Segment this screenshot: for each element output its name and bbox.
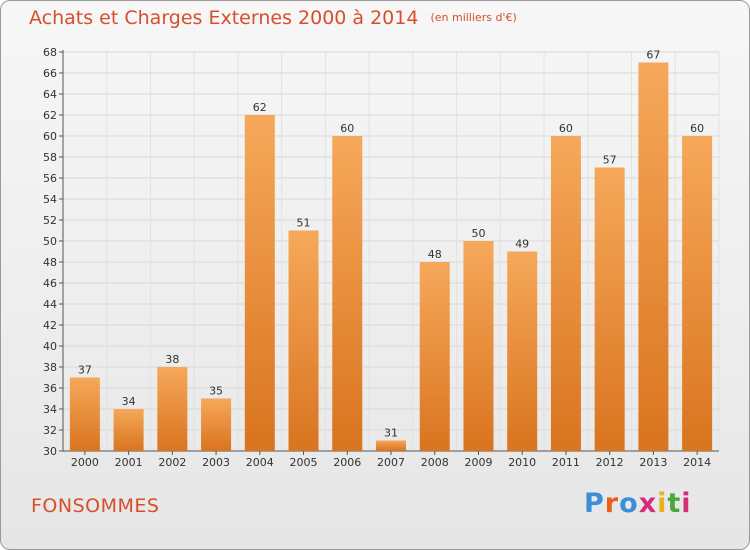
x-tick-label: 2003 <box>202 456 230 469</box>
x-tick-label: 2008 <box>421 456 449 469</box>
y-tick-label: 58 <box>43 151 57 164</box>
proxiti-logo[interactable]: Proxiti <box>584 488 692 519</box>
data-label-2000: 37 <box>78 364 92 377</box>
y-tick-label: 46 <box>43 277 57 290</box>
x-tick-label: 2004 <box>246 456 274 469</box>
data-label-2006: 60 <box>340 122 354 135</box>
y-tick-label: 68 <box>43 46 57 59</box>
chart-title: Achats et Charges Externes 2000 à 2014 (e… <box>29 7 517 29</box>
bar-2000 <box>69 377 100 451</box>
y-tick-label: 60 <box>43 130 57 143</box>
data-label-2014: 60 <box>690 122 704 135</box>
x-tick-label: 2011 <box>552 456 580 469</box>
bar-2001 <box>113 409 144 451</box>
bar-2004 <box>244 115 275 451</box>
x-tick-label: 2009 <box>464 456 492 469</box>
x-tick-label: 2002 <box>158 456 186 469</box>
data-label-2004: 62 <box>253 101 267 114</box>
x-tick-label: 2001 <box>115 456 143 469</box>
data-label-2012: 57 <box>603 154 617 167</box>
y-tick-label: 62 <box>43 109 57 122</box>
bar-2007 <box>376 440 406 451</box>
logo-letter: P <box>584 488 605 519</box>
y-tick-label: 64 <box>43 88 57 101</box>
x-tick-label: 2010 <box>508 456 536 469</box>
y-tick-label: 54 <box>43 193 57 206</box>
y-tick-label: 50 <box>43 235 57 248</box>
bar-2010 <box>507 251 538 451</box>
bar-2013 <box>638 62 669 451</box>
logo-letter: i <box>681 488 692 519</box>
bar-2003 <box>201 398 232 451</box>
data-label-2011: 60 <box>559 122 573 135</box>
title-text: Achats et Charges Externes 2000 à 2014 <box>29 7 419 29</box>
bar-2002 <box>157 367 188 451</box>
bar-2011 <box>550 136 581 451</box>
data-label-2008: 48 <box>428 248 442 261</box>
logo-letter: o <box>619 488 639 519</box>
y-tick-label: 48 <box>43 256 57 269</box>
x-tick-label: 2007 <box>377 456 405 469</box>
y-tick-label: 32 <box>43 424 57 437</box>
x-tick-label: 2012 <box>596 456 624 469</box>
bar-2012 <box>594 167 625 451</box>
bars <box>69 62 713 451</box>
bar-2006 <box>332 136 363 451</box>
y-tick-label: 44 <box>43 298 57 311</box>
bar-2014 <box>682 136 713 451</box>
y-tick-label: 38 <box>43 361 57 374</box>
y-tick-label: 42 <box>43 319 57 332</box>
logo-letter: r <box>604 488 620 519</box>
y-tick-label: 52 <box>43 214 57 227</box>
x-tick-label: 2013 <box>639 456 667 469</box>
y-tick-label: 40 <box>43 340 57 353</box>
y-tick-label: 66 <box>43 67 57 80</box>
logo-letter: x <box>638 488 658 519</box>
data-label-2002: 38 <box>165 353 179 366</box>
logo-letter: i <box>657 488 668 519</box>
x-tick-label: 2006 <box>333 456 361 469</box>
data-label-2001: 34 <box>122 395 136 408</box>
y-tick-label: 56 <box>43 172 57 185</box>
data-label-2005: 51 <box>297 217 311 230</box>
title-unit: (en milliers d'€) <box>430 11 517 24</box>
data-label-2009: 50 <box>471 227 485 240</box>
x-tick-label: 2014 <box>683 456 711 469</box>
y-tick-label: 36 <box>43 382 57 395</box>
data-label-2010: 49 <box>515 238 529 251</box>
bar-2005 <box>288 230 319 451</box>
data-label-2003: 35 <box>209 385 223 398</box>
y-tick-label: 30 <box>43 445 57 458</box>
bar-2009 <box>463 241 494 451</box>
data-labels: 37 34 38 35 62 51 60 31 48 50 49 60 57 67 60 <box>78 49 704 440</box>
data-label-2013: 67 <box>646 49 660 62</box>
place-name: FONSOMMES <box>31 495 160 517</box>
bar-2008 <box>419 262 450 451</box>
axes: 30 32 34 36 38 40 42 44 46 48 50 52 54 56 58 60 62 64 66 68… <box>43 46 719 469</box>
y-tick-label: 34 <box>43 403 57 416</box>
data-label-2007: 31 <box>384 427 398 440</box>
logo-letter: t <box>667 488 682 519</box>
x-tick-label: 2005 <box>290 456 318 469</box>
x-tick-label: 2000 <box>71 456 99 469</box>
